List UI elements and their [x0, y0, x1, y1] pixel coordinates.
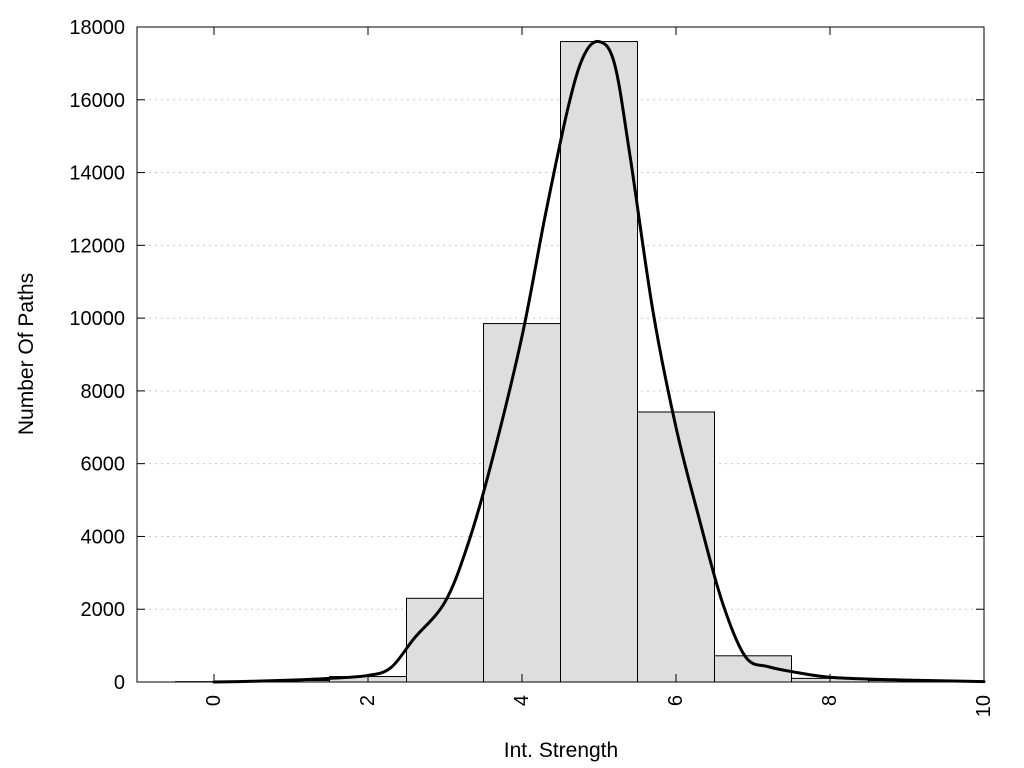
x-tick-label: 6: [665, 695, 687, 706]
x-tick-labels: 0 2 4 6 8 10: [203, 695, 995, 717]
y-tick-label: 2000: [81, 599, 126, 621]
x-tick-label: 8: [819, 695, 841, 706]
density-curve-layer: [212, 39, 986, 684]
histogram-bar: [406, 597, 484, 683]
histogram-bars: [175, 41, 946, 683]
x-tick-label: 0: [203, 695, 225, 706]
y-tick-label: 14000: [69, 163, 125, 185]
plot-frame: [136, 26, 985, 683]
y-tick-label: 0: [114, 672, 125, 694]
y-tick-label: 4000: [81, 526, 126, 548]
y-tick-label: 18000: [69, 17, 125, 39]
axis-ticks: [137, 26, 985, 683]
x-tick-label: 10: [973, 695, 995, 717]
y-tick-label: 8000: [81, 381, 126, 403]
histogram-bar: [637, 411, 715, 683]
y-tick-labels: 0 2000 4000 6000 8000 10000 12000 14000 16000 180…: [69, 17, 125, 694]
y-tick-label: 12000: [69, 235, 125, 257]
x-axis-title: Int. Strength: [504, 739, 618, 762]
y-tick-label: 10000: [69, 308, 125, 330]
x-tick-label: 4: [511, 695, 533, 706]
x-tick-label: 2: [357, 695, 379, 706]
y-axis-title: Number Of Paths: [15, 273, 38, 435]
y-tick-label: 16000: [69, 90, 125, 112]
y-tick-label: 6000: [81, 454, 126, 476]
histogram-bar: [483, 323, 561, 683]
density-curve: [212, 39, 986, 684]
